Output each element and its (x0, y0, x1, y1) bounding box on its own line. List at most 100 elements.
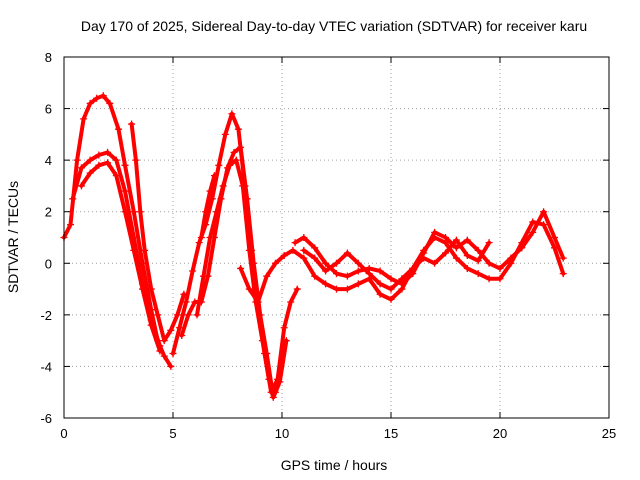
x-tick-label: 15 (384, 426, 398, 441)
data-series (60, 92, 567, 401)
series-track-9 (237, 218, 567, 306)
data-point (77, 164, 85, 172)
data-point (130, 246, 138, 254)
data-point (86, 156, 94, 164)
y-axis-label: SDTVAR / TECUs (5, 181, 21, 293)
data-point (409, 264, 417, 272)
data-point (191, 298, 199, 306)
data-point (387, 295, 395, 303)
data-point (518, 244, 526, 252)
data-point (178, 331, 186, 339)
data-point (132, 156, 140, 164)
data-point (271, 259, 279, 267)
data-point (485, 259, 493, 267)
data-point (182, 298, 190, 306)
data-point (141, 246, 149, 254)
data-point (431, 228, 439, 236)
data-point (496, 264, 504, 272)
data-point (474, 270, 482, 278)
data-point (398, 275, 406, 283)
data-point (200, 272, 208, 280)
data-point (213, 208, 221, 216)
x-tick-label: 0 (60, 426, 67, 441)
data-point (215, 161, 223, 169)
series-line (301, 238, 492, 292)
series-track-8 (197, 172, 218, 241)
plot-frame (63, 56, 610, 419)
data-point (354, 259, 362, 267)
series-line (238, 220, 566, 304)
data-point (387, 285, 395, 293)
data-point (333, 285, 340, 293)
data-point (237, 143, 245, 151)
data-point (138, 285, 146, 293)
data-point (115, 125, 122, 133)
data-point (147, 321, 155, 329)
data-point (343, 249, 351, 257)
data-point (463, 264, 471, 272)
data-point (86, 99, 94, 107)
data-point (333, 259, 340, 267)
y-tick-label: -4 (40, 359, 52, 374)
data-point (269, 393, 277, 401)
data-point (173, 311, 181, 319)
data-point (121, 187, 129, 195)
data-point (529, 228, 537, 236)
data-point (130, 208, 138, 216)
data-point (265, 375, 273, 383)
data-point (387, 275, 395, 283)
data-point (226, 161, 234, 169)
data-point (184, 311, 192, 319)
data-point (376, 280, 384, 288)
data-point (104, 159, 112, 167)
data-point (221, 130, 229, 138)
data-point (147, 285, 155, 293)
x-tick-label: 5 (169, 426, 176, 441)
series-track-3 (77, 159, 164, 355)
data-point (228, 110, 236, 118)
data-point (282, 337, 290, 345)
data-point (311, 244, 319, 252)
data-point (195, 239, 203, 247)
data-point (271, 388, 279, 396)
data-point (106, 99, 114, 107)
data-point (376, 290, 384, 298)
data-point (442, 234, 449, 241)
data-point (376, 267, 384, 275)
data-point (507, 254, 515, 262)
data-point (289, 246, 297, 254)
data-point (121, 161, 129, 169)
data-point (210, 172, 218, 180)
data-point (245, 246, 253, 254)
data-point (322, 267, 330, 275)
data-point (300, 254, 308, 262)
data-point (197, 234, 205, 241)
data-point (167, 326, 175, 334)
data-point (452, 236, 460, 244)
data-point (343, 285, 351, 293)
data-point (420, 254, 428, 262)
data-point (245, 285, 253, 293)
data-point (239, 182, 247, 190)
data-point (219, 182, 227, 190)
series-track-11 (300, 236, 493, 293)
data-point (431, 259, 439, 267)
data-point (67, 221, 75, 229)
data-point (69, 195, 77, 203)
data-point (496, 275, 504, 283)
data-point (167, 362, 175, 370)
data-point (230, 148, 238, 156)
data-point (160, 352, 168, 360)
data-point (287, 298, 295, 306)
data-point (474, 246, 482, 254)
data-point (176, 324, 184, 332)
data-point (452, 254, 460, 262)
series-track-4 (128, 120, 188, 345)
data-point (112, 172, 120, 180)
series-line (79, 160, 162, 353)
data-point (156, 347, 164, 355)
data-point (540, 208, 548, 216)
x-tick-label: 25 (602, 426, 616, 441)
data-point (322, 259, 330, 267)
